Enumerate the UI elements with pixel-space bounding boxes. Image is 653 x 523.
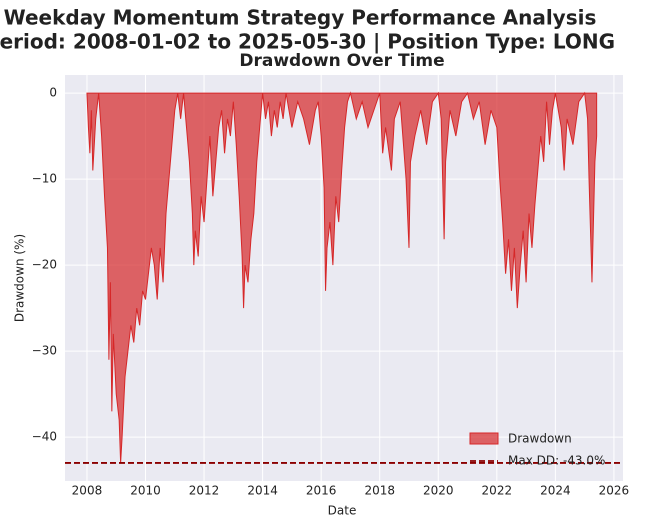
x-tick-label: 2014 bbox=[247, 484, 278, 498]
legend-label: Max DD: -43.0% bbox=[508, 454, 605, 468]
x-tick-label: 2010 bbox=[130, 484, 161, 498]
x-tick-label: 2016 bbox=[306, 484, 337, 498]
x-tick-label: 2024 bbox=[540, 484, 571, 498]
y-tick-label: 0 bbox=[49, 86, 57, 100]
x-tick-label: 2018 bbox=[364, 484, 395, 498]
x-tick-label: 2012 bbox=[189, 484, 220, 498]
chart-title: Weekday Momentum Strategy Performance An… bbox=[4, 6, 597, 30]
drawdown-area bbox=[86, 91, 598, 463]
x-tick-label: 2008 bbox=[72, 484, 103, 498]
axes-title: Drawdown Over Time bbox=[239, 51, 444, 71]
y-tick-label: −30 bbox=[32, 344, 57, 358]
x-tick-label: 2022 bbox=[482, 484, 513, 498]
x-tick-label: 2026 bbox=[599, 484, 630, 498]
chart-subtitle: Period: 2008-01-02 to 2025-05-30 | Posit… bbox=[0, 30, 615, 54]
legend-swatch bbox=[469, 432, 499, 445]
y-tick-label: −40 bbox=[32, 430, 57, 444]
y-axis-label: Drawdown (%) bbox=[13, 234, 27, 322]
legend-label: Drawdown bbox=[508, 432, 572, 446]
x-axis-label: Date bbox=[328, 504, 357, 518]
y-tick-label: −20 bbox=[32, 258, 57, 272]
y-tick-label: −10 bbox=[32, 172, 57, 186]
x-tick-label: 2020 bbox=[423, 484, 454, 498]
